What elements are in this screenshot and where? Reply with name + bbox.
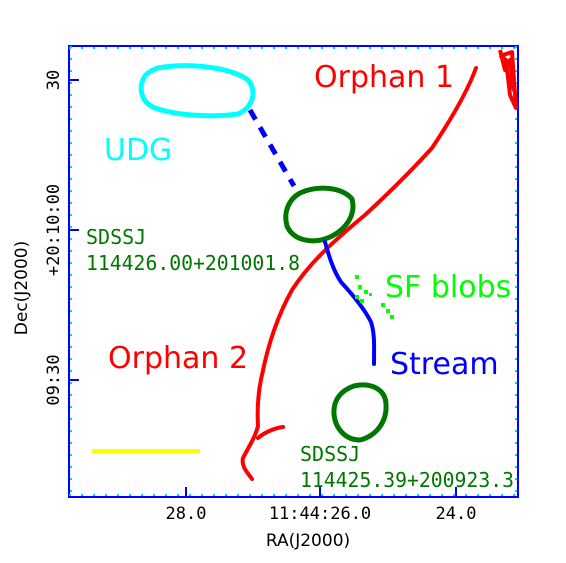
x-tick-label-2: 24.0 [436, 504, 477, 524]
x-axis-title: RA(J2000) [266, 531, 350, 551]
image-frame [68, 45, 519, 498]
label-orphan-1: Orphan 1 [314, 60, 454, 95]
label-sdss-upper-line2: 114426.00+201001.8 [86, 251, 300, 275]
orphan-corner-scribble [498, 49, 518, 110]
sdss-upper-outline [283, 185, 356, 244]
x-tick-label-1: 11:44:26.0 [269, 504, 371, 524]
label-sdss-lower-line1: SDSSJ [300, 442, 360, 466]
y-major-ticks [69, 79, 79, 381]
label-sdss-lower-line2: 114425.39+200923.3 [300, 468, 514, 492]
sdss-lower-outline [331, 382, 389, 443]
orphan-tail-branch [256, 425, 285, 440]
y-tick-label-2: 09:30 [44, 354, 64, 405]
y-tick-label-0: 30 [44, 70, 64, 90]
y-axis-title: Dec(J2000) [12, 241, 32, 335]
label-orphan-2: Orphan 2 [108, 341, 248, 376]
orphan-tail-curve [240, 66, 478, 481]
udg-outline [138, 63, 256, 119]
x-major-ticks [185, 487, 457, 497]
sf-blob-dots [355, 275, 394, 319]
y-tick-label-1: +20:10:00 [44, 184, 64, 276]
label-udg: UDG [104, 133, 172, 168]
x-tick-label-0: 28.0 [166, 504, 207, 524]
label-sdss-upper-line1: SDSSJ [86, 225, 146, 249]
label-sf-blobs: SF blobs [385, 270, 511, 305]
udg-dashed-link [247, 108, 297, 188]
stream-line [323, 240, 377, 366]
label-stream: Stream [390, 347, 499, 382]
